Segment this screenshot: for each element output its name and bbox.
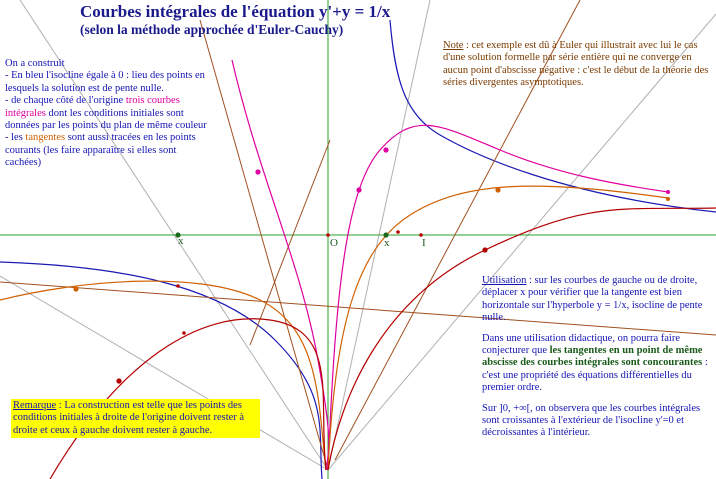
orange-curve-right: [327, 185, 669, 471]
usage-body: : sur les courbes de gauche ou de droite…: [482, 275, 703, 324]
note-body: : cet exemple est dû à Euler qui illustr…: [443, 40, 709, 89]
tangent-line: [0, 281, 716, 336]
orange-point[interactable]: [495, 187, 501, 193]
text-span-bold: les tangentes en un point de même abscis…: [482, 345, 703, 369]
magenta-point[interactable]: [255, 169, 261, 175]
red-curve-left: [49, 318, 327, 479]
text-span-orange: tangentes: [25, 132, 66, 144]
red-point[interactable]: [482, 247, 488, 253]
remark-body: : La construction est telle que les poin…: [13, 400, 245, 436]
construction-text: On a construit - En bleu l'isocline égal…: [5, 58, 210, 170]
x-point-left[interactable]: [175, 232, 181, 238]
text-span: dont les conditions initiales sont donné…: [5, 107, 207, 132]
origin-label: O: [330, 237, 338, 249]
text-span: : c'est une propriété des équations diff…: [482, 357, 708, 394]
x-left-label: x: [178, 235, 184, 247]
red-point: [182, 331, 186, 335]
construction-line-1: - En bleu l'isocline égale à 0 : lieu de…: [5, 70, 205, 94]
text-span: sont aussi tracées en les points courant…: [5, 132, 196, 169]
unit-point: [419, 233, 423, 237]
remark-box: Remarque : La construction est telle que…: [11, 399, 260, 439]
tangent-line: [199, 19, 329, 471]
usage-paragraph-2: Dans une utilisation didactique, on pour…: [482, 333, 714, 395]
isocline-left: [0, 261, 323, 479]
note-label: Note: [443, 40, 464, 51]
red-point: [176, 284, 180, 288]
usage-label: Utilisation: [482, 275, 527, 286]
remark-label: Remarque: [13, 400, 57, 411]
construction-line-3: - les tangentes sont aussi tracées en le…: [5, 132, 210, 169]
text-span: - les: [5, 132, 26, 144]
usage-paragraph-1: Utilisation : sur les courbes de gauche …: [482, 275, 714, 325]
red-point[interactable]: [116, 378, 122, 384]
unit-label: I: [422, 237, 426, 249]
note-text: Note : cet exemple est dû à Euler qui il…: [443, 40, 713, 90]
red-point: [396, 230, 400, 234]
construction-line: [0, 275, 329, 471]
x-right-label: x: [384, 237, 390, 249]
construction-head: On a construit: [5, 58, 65, 69]
magenta-point[interactable]: [356, 187, 362, 193]
tangent-line: [334, 0, 581, 461]
text-span: - de chaque côté de l'origine: [5, 95, 126, 107]
origin-point: [326, 233, 330, 237]
text-span-magenta: trois courbes intégrales: [5, 95, 180, 119]
orange-point[interactable]: [73, 286, 79, 292]
orange-point[interactable]: [666, 197, 670, 201]
magenta-curve-right: [327, 124, 669, 471]
page-subtitle: (selon la méthode approchée d'Euler-Cauc…: [80, 22, 344, 37]
isocline-right: [389, 19, 716, 213]
text-span: Dans une utilisation didactique, on pour…: [482, 332, 680, 357]
usage-paragraph-3: Sur ]0, +∞[, on observera que les courbe…: [482, 402, 701, 439]
tangent-line: [249, 139, 331, 346]
construction-line: [327, 13, 716, 471]
orange-curve-left: [0, 280, 327, 471]
magenta-point[interactable]: [666, 190, 670, 194]
magenta-point[interactable]: [383, 147, 389, 153]
construction-line-2: - de chaque côté de l'origine trois cour…: [5, 95, 210, 132]
usage-text: Utilisation : sur les courbes de gauche …: [482, 275, 714, 440]
x-point-right[interactable]: [383, 232, 389, 238]
page-title: Courbes intégrales de l'équation y'+y = …: [80, 2, 391, 21]
